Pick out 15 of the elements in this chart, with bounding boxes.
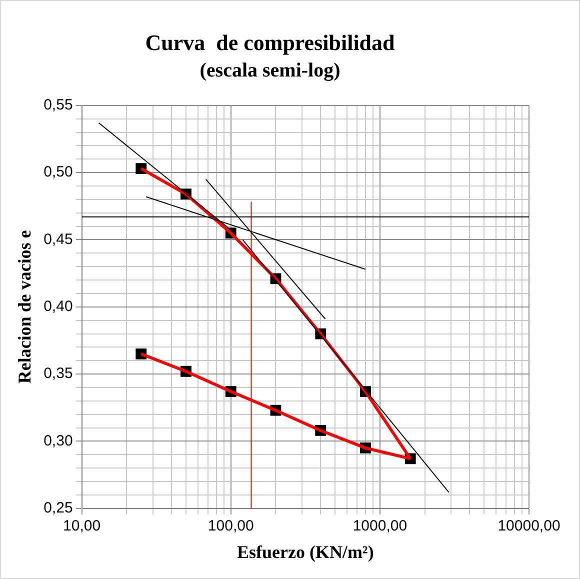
y-tick-label: 0,25	[44, 500, 73, 517]
x-tick-label: 1000,00	[352, 518, 408, 535]
y-tick-label: 0,55	[44, 96, 73, 114]
y-tick-label: 0,35	[44, 365, 73, 382]
y-tick-label: 0,30	[44, 432, 73, 450]
x-tick-label: 10,00	[63, 518, 101, 535]
x-axis-title: Esfuerzo (KN/m²)	[236, 542, 374, 562]
x-tick-label: 100,00	[208, 518, 254, 535]
y-tick-label: 0,50	[44, 164, 73, 181]
chart-title: Curva de compresibilidad	[145, 30, 395, 55]
x-tick-label: 10000,00	[498, 518, 560, 535]
y-tick-label: 0,40	[44, 298, 73, 316]
y-axis-title: Relacion de vacios e	[14, 230, 34, 384]
y-tick-label: 0,45	[44, 230, 73, 248]
chart-subtitle: (escala semi-log)	[200, 60, 340, 82]
